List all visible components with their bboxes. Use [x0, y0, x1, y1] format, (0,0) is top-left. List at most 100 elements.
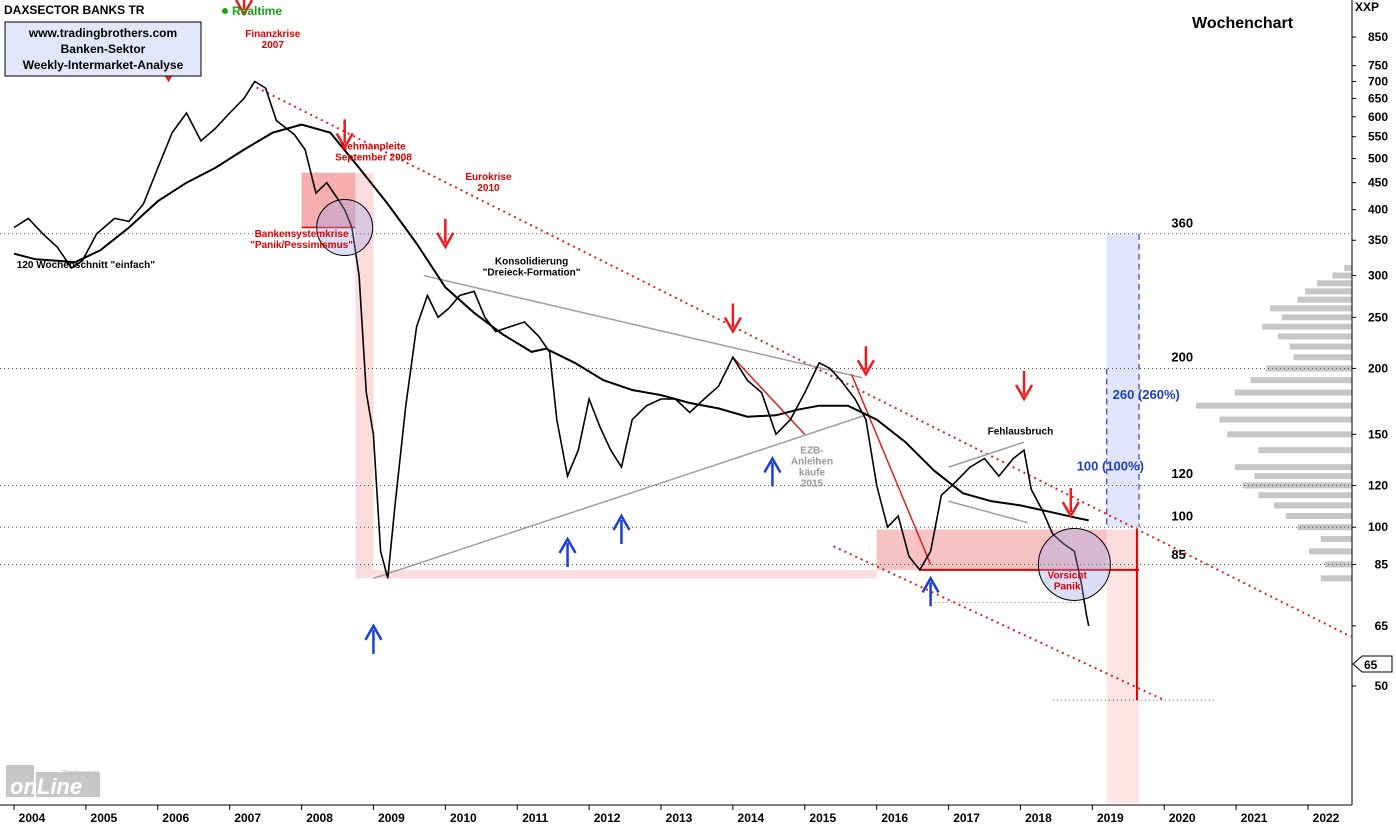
plot-background: [0, 0, 1352, 805]
x-tick-label: 2005: [91, 811, 118, 825]
annotation-line: Finanzkrise: [245, 29, 300, 40]
logo-block: [6, 765, 34, 797]
annotation-line: Konsolidierung: [495, 256, 568, 267]
annotation-line: 2007: [262, 40, 285, 51]
annotation-label: 100: [1171, 508, 1193, 523]
tradesignal-logo: onLine Tradesignal: [6, 765, 100, 799]
volume-bar: [1344, 265, 1352, 272]
realtime-label: Realtime: [232, 4, 282, 18]
annotation-label: Finanzkrise 2007: [245, 29, 300, 51]
volume-bar: [1258, 492, 1352, 499]
y-tick-label: 200: [1368, 361, 1388, 375]
arrow-down-icon: [1061, 501, 1080, 519]
y-tick-label: 750: [1368, 59, 1388, 73]
info-box-line: Banken-Sektor: [61, 42, 146, 56]
annotation-line: 100 (100%): [1077, 459, 1144, 474]
trendline: [833, 545, 1165, 702]
x-tick-label: 2020: [1169, 811, 1196, 825]
x-axis-panel: [0, 805, 1396, 827]
volume-bar: [1270, 305, 1352, 312]
trendline: [850, 373, 932, 565]
volume-bar: [1196, 402, 1352, 409]
annotation-line: Vorsicht: [1048, 570, 1088, 581]
annotation-line: 260 (260%): [1113, 387, 1180, 402]
trendline: [732, 356, 806, 435]
annotation-line: 120: [1171, 466, 1193, 481]
volume-bar: [1320, 575, 1352, 582]
logo-block: [36, 772, 100, 797]
annotation-line: EZB-: [800, 445, 823, 456]
annotation-label: 260 (260%): [1113, 387, 1180, 402]
last-value-label: 65: [1364, 658, 1378, 672]
last-value-badge: 65: [1352, 655, 1393, 673]
zone-rect: [1106, 529, 1140, 803]
annotation-line: Eurokrise: [465, 172, 512, 183]
x-tick-label: 2017: [953, 811, 980, 825]
volume-bar: [1219, 416, 1352, 423]
x-tick-label: 2008: [306, 811, 333, 825]
volume-bar: [1293, 354, 1352, 361]
x-tick-label: 2019: [1097, 811, 1124, 825]
x-axis: 2004 2005 2006 2007 2008 2009 2010 2011 2012 2013…: [13, 805, 1340, 825]
y-tick-label: 120: [1368, 478, 1388, 492]
volume-bar: [1316, 280, 1352, 287]
annotation-line: Fehlausbruch: [988, 426, 1054, 437]
x-tick-label: 2012: [594, 811, 621, 825]
zone-rect: [373, 569, 877, 579]
realtime-dot-icon: [222, 8, 228, 14]
volume-bar: [1262, 323, 1352, 330]
annotation-label: 200: [1171, 350, 1193, 365]
y-tick-label: 700: [1368, 74, 1388, 88]
annotation-line: Panik: [1054, 581, 1081, 592]
x-tick-label: 2022: [1313, 811, 1340, 825]
arrow-up-icon: [364, 623, 383, 641]
trendline: [373, 413, 870, 580]
arrow-up-icon: [921, 575, 940, 593]
volume-bar: [1320, 535, 1352, 542]
volume-bar: [1289, 343, 1352, 350]
grid-layer: [0, 226, 1352, 701]
annotations-layer: Finanzkrise 2007 Lehmanpleite September 200…: [17, 29, 1193, 592]
annotation-line: September 2008: [335, 153, 412, 164]
volume-bar: [1297, 296, 1352, 303]
annotation-line: 85: [1171, 547, 1185, 562]
annotation-label: Fehlausbruch: [988, 426, 1054, 437]
annotation-label: 100 (100%): [1077, 459, 1144, 474]
info-box-line: www.tradingbrothers.com: [28, 26, 177, 40]
info-box: www.tradingbrothers.com Banken-Sektor We…: [4, 21, 202, 77]
y-tick-label: 500: [1368, 152, 1388, 166]
annotation-line: "Panik/Pessimismus": [250, 240, 353, 251]
logo-small-word: Tradesignal: [62, 770, 99, 777]
arrow-up-icon: [763, 455, 782, 474]
x-tick-label: 2010: [450, 811, 477, 825]
y-tick-label: 400: [1368, 203, 1388, 217]
x-tick-label: 2018: [1025, 811, 1052, 825]
volume-bar: [1309, 548, 1352, 555]
y-tick-label: 850: [1368, 30, 1388, 44]
annotation-line: 200: [1171, 350, 1193, 365]
annotation-label: 85: [1171, 547, 1185, 562]
annotation-line: käufe: [799, 467, 826, 478]
volume-bar: [1266, 365, 1352, 372]
logo-word: onLine: [10, 774, 82, 799]
volume-bar: [1277, 333, 1352, 340]
volume-bar: [1274, 502, 1352, 509]
x-tick-label: 2021: [1241, 811, 1268, 825]
volume-bar: [1254, 473, 1352, 480]
panic-circle: [316, 199, 374, 257]
zone-rect: [301, 172, 356, 228]
annotation-line: 100: [1171, 508, 1193, 523]
x-tick-label: 2016: [881, 811, 908, 825]
annotation-line: 120 Wochenschnitt "einfach": [17, 260, 155, 271]
volume-bar: [1324, 561, 1352, 568]
x-tick-label: 2004: [19, 811, 46, 825]
panic-circle: [1037, 527, 1111, 601]
info-box-line: Weekly-Intermarket-Analyse: [23, 58, 184, 72]
volume-bar: [1281, 314, 1352, 321]
info-box-frame: [4, 21, 202, 77]
y-tick-label: 350: [1368, 233, 1388, 247]
annotation-line: Lehmanpleite: [341, 142, 406, 153]
currency-label: XXP: [1355, 0, 1379, 14]
annotation-label: Lehmanpleite September 2008: [335, 142, 412, 164]
